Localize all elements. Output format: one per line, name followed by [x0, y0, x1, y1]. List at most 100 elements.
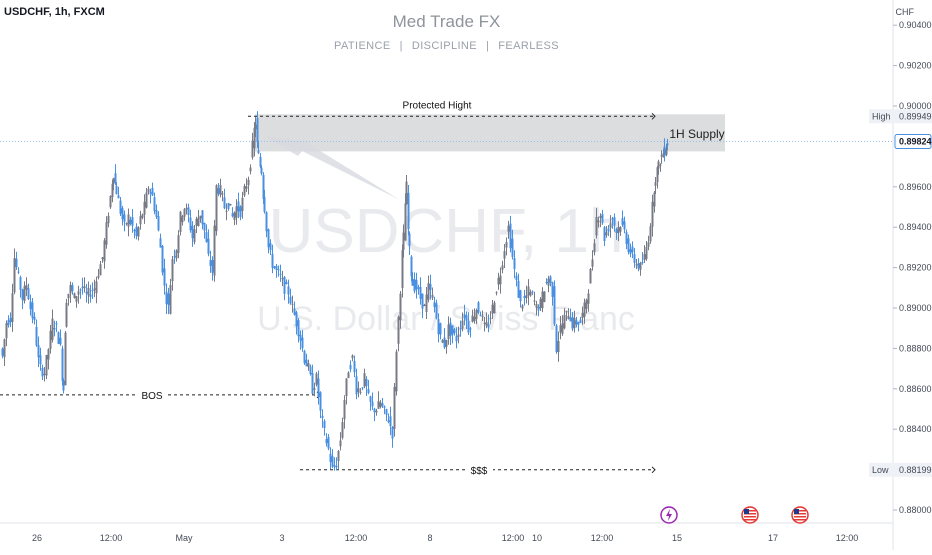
tagline-separator: |	[486, 40, 490, 52]
candle-body	[43, 373, 46, 375]
candle-body	[479, 314, 482, 316]
candle-body	[115, 185, 118, 195]
candle-body	[539, 298, 542, 309]
candle	[549, 275, 552, 287]
candle	[581, 306, 584, 325]
candle-body	[237, 201, 240, 212]
candle-body	[637, 263, 640, 269]
candle	[359, 388, 362, 395]
candle-body	[197, 217, 200, 226]
candle	[465, 311, 468, 330]
candle-body	[87, 287, 90, 296]
candle-body	[75, 296, 78, 302]
candle	[319, 391, 322, 419]
candle-body	[666, 143, 669, 146]
us-flag-icon[interactable]	[791, 506, 809, 524]
candle-body	[5, 323, 8, 339]
candle-body	[141, 214, 144, 218]
candle	[369, 395, 372, 411]
candle	[59, 329, 62, 346]
candle-body	[439, 323, 442, 335]
candle-body	[645, 247, 648, 259]
candle	[387, 413, 390, 424]
candle-body	[175, 250, 178, 259]
candle-body	[205, 232, 208, 242]
candle-body	[505, 242, 508, 248]
candle-body	[561, 323, 564, 334]
candle-body	[491, 304, 494, 314]
candle	[535, 300, 538, 316]
candle	[469, 326, 472, 338]
candle-body	[31, 302, 34, 319]
symbol-title[interactable]: USDCHF, 1h, FXCM	[4, 6, 105, 18]
candle-body	[443, 337, 446, 348]
candle-body	[503, 251, 506, 259]
candle	[443, 327, 446, 349]
candle-body	[369, 396, 372, 402]
candle	[473, 308, 476, 324]
candle-body	[547, 278, 550, 286]
us-flag-icon[interactable]	[741, 506, 759, 524]
candle-body	[103, 240, 106, 262]
lightning-icon[interactable]	[660, 506, 678, 524]
candle	[323, 419, 326, 436]
candle	[37, 336, 40, 368]
candle	[279, 264, 282, 282]
watermark-instrument: U.S. Dollar / Swiss Franc	[257, 300, 635, 338]
price-tick-label: 0.89400	[899, 222, 932, 232]
candle	[335, 457, 338, 471]
candle-body	[635, 264, 638, 266]
candle-body	[47, 349, 50, 360]
candle	[577, 321, 580, 332]
candle-body	[377, 401, 380, 409]
candle	[109, 195, 112, 209]
candle	[611, 216, 614, 229]
candle	[521, 304, 524, 312]
candle-body	[62, 380, 65, 391]
candle	[525, 285, 528, 304]
candle-body	[23, 286, 26, 302]
candle	[373, 407, 376, 422]
candle-body	[457, 334, 460, 337]
candle	[347, 371, 350, 379]
candle-body	[656, 167, 659, 183]
candle-body	[137, 227, 140, 237]
candle	[309, 364, 312, 376]
candle-body	[621, 218, 624, 225]
candle	[339, 432, 342, 451]
candle-body	[97, 275, 100, 278]
supply-zone-label: 1H Supply	[669, 127, 724, 141]
candle-body	[451, 325, 454, 335]
candle	[21, 288, 24, 310]
candle	[165, 283, 168, 314]
candle-body	[167, 293, 170, 305]
bos-label: BOS	[141, 391, 162, 402]
candle-body	[447, 324, 450, 340]
candle-body	[71, 285, 74, 292]
price-label-badge	[869, 109, 932, 124]
candle	[129, 216, 132, 226]
candle-body	[425, 294, 428, 312]
candle	[397, 315, 400, 352]
candle-body	[259, 156, 262, 167]
candle	[189, 209, 192, 233]
candle-body	[114, 173, 117, 185]
candle	[455, 327, 458, 349]
candle	[53, 320, 56, 337]
candle	[317, 370, 320, 405]
candle	[141, 213, 144, 220]
candle-body	[591, 259, 594, 267]
candle	[431, 287, 434, 301]
candle-body	[256, 118, 259, 143]
candle	[17, 267, 20, 275]
candle-body	[281, 278, 284, 280]
candle	[119, 197, 122, 217]
candle	[551, 281, 554, 306]
candle	[565, 310, 568, 321]
time-tick-label: 3	[279, 533, 284, 543]
candle-body	[355, 376, 358, 395]
candle	[391, 425, 394, 448]
candle-body	[583, 302, 586, 317]
candle	[125, 222, 128, 226]
